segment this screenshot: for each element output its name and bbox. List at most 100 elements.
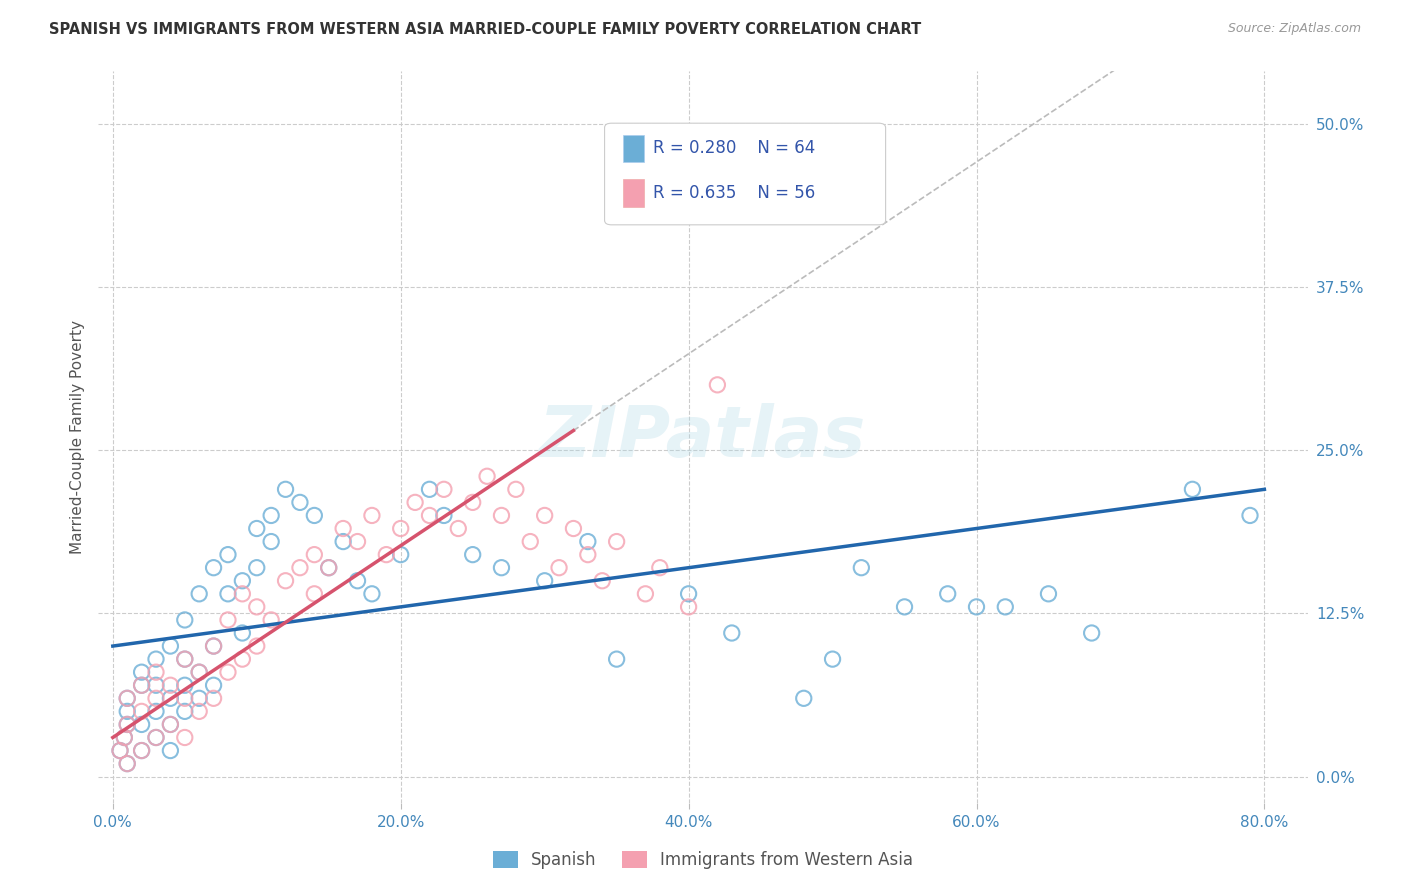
Immigrants from Western Asia	[433, 483, 456, 497]
Spanish	[188, 691, 211, 706]
Immigrants from Western Asia	[533, 508, 555, 523]
Immigrants from Western Asia	[173, 731, 195, 745]
Spanish	[851, 560, 873, 574]
Spanish	[131, 665, 153, 680]
Spanish	[202, 678, 225, 692]
Spanish	[461, 548, 484, 562]
Immigrants from Western Asia	[634, 587, 657, 601]
Spanish	[274, 483, 297, 497]
Spanish	[1181, 483, 1204, 497]
Spanish	[678, 587, 700, 601]
Immigrants from Western Asia	[519, 534, 541, 549]
Spanish	[159, 717, 181, 731]
Immigrants from Western Asia	[461, 495, 484, 509]
Immigrants from Western Asia	[188, 665, 211, 680]
Immigrants from Western Asia	[606, 534, 628, 549]
Immigrants from Western Asia	[173, 652, 195, 666]
Spanish	[246, 560, 269, 574]
Spanish	[720, 626, 742, 640]
Spanish	[1038, 587, 1060, 601]
Text: R = 0.635    N = 56: R = 0.635 N = 56	[652, 184, 815, 202]
Immigrants from Western Asia	[145, 665, 167, 680]
Immigrants from Western Asia	[591, 574, 613, 588]
Immigrants from Western Asia	[131, 743, 153, 757]
Immigrants from Western Asia	[173, 691, 195, 706]
Immigrants from Western Asia	[548, 560, 571, 574]
Spanish	[202, 560, 225, 574]
Legend: Spanish, Immigrants from Western Asia: Spanish, Immigrants from Western Asia	[486, 845, 920, 876]
Spanish	[260, 508, 283, 523]
Immigrants from Western Asia	[475, 469, 498, 483]
Spanish	[821, 652, 844, 666]
Immigrants from Western Asia	[304, 548, 326, 562]
Immigrants from Western Asia	[217, 665, 239, 680]
Spanish	[188, 665, 211, 680]
Immigrants from Western Asia	[706, 377, 728, 392]
Spanish	[994, 599, 1017, 614]
Spanish	[318, 560, 340, 574]
Spanish	[231, 574, 253, 588]
Spanish	[145, 731, 167, 745]
Spanish	[332, 534, 354, 549]
Spanish	[173, 678, 195, 692]
Text: Source: ZipAtlas.com: Source: ZipAtlas.com	[1227, 22, 1361, 36]
Spanish	[188, 587, 211, 601]
Spanish	[346, 574, 368, 588]
Spanish	[131, 717, 153, 731]
Spanish	[246, 521, 269, 535]
Spanish	[115, 705, 138, 719]
Immigrants from Western Asia	[115, 691, 138, 706]
Spanish	[112, 731, 135, 745]
Immigrants from Western Asia	[375, 548, 398, 562]
Immigrants from Western Asia	[505, 483, 527, 497]
Spanish	[418, 483, 440, 497]
Immigrants from Western Asia	[115, 756, 138, 771]
Spanish	[793, 691, 815, 706]
Immigrants from Western Asia	[304, 587, 326, 601]
Immigrants from Western Asia	[389, 521, 412, 535]
Spanish	[131, 743, 153, 757]
Spanish	[304, 508, 326, 523]
Spanish	[115, 756, 138, 771]
Spanish	[217, 587, 239, 601]
Immigrants from Western Asia	[217, 613, 239, 627]
Spanish	[115, 691, 138, 706]
Immigrants from Western Asia	[145, 691, 167, 706]
Immigrants from Western Asia	[274, 574, 297, 588]
Spanish	[1239, 508, 1261, 523]
Spanish	[389, 548, 412, 562]
Spanish	[1080, 626, 1102, 640]
Immigrants from Western Asia	[108, 743, 131, 757]
Immigrants from Western Asia	[288, 560, 311, 574]
Immigrants from Western Asia	[678, 599, 700, 614]
Immigrants from Western Asia	[404, 495, 426, 509]
Immigrants from Western Asia	[145, 731, 167, 745]
Spanish	[145, 652, 167, 666]
Spanish	[173, 652, 195, 666]
Immigrants from Western Asia	[246, 599, 269, 614]
Immigrants from Western Asia	[159, 717, 181, 731]
Spanish	[217, 548, 239, 562]
Spanish	[893, 599, 915, 614]
Text: R = 0.280    N = 64: R = 0.280 N = 64	[652, 139, 815, 157]
Spanish	[115, 717, 138, 731]
Spanish	[966, 599, 988, 614]
Spanish	[936, 587, 959, 601]
Immigrants from Western Asia	[112, 731, 135, 745]
Spanish	[533, 574, 555, 588]
Spanish	[159, 639, 181, 653]
Spanish	[576, 534, 599, 549]
Spanish	[173, 613, 195, 627]
Immigrants from Western Asia	[131, 678, 153, 692]
Spanish	[108, 743, 131, 757]
Immigrants from Western Asia	[318, 560, 340, 574]
Text: SPANISH VS IMMIGRANTS FROM WESTERN ASIA MARRIED-COUPLE FAMILY POVERTY CORRELATIO: SPANISH VS IMMIGRANTS FROM WESTERN ASIA …	[49, 22, 921, 37]
Immigrants from Western Asia	[361, 508, 384, 523]
Spanish	[231, 626, 253, 640]
Spanish	[606, 652, 628, 666]
Spanish	[131, 678, 153, 692]
Spanish	[145, 705, 167, 719]
Immigrants from Western Asia	[332, 521, 354, 535]
Immigrants from Western Asia	[202, 639, 225, 653]
Spanish	[491, 560, 513, 574]
